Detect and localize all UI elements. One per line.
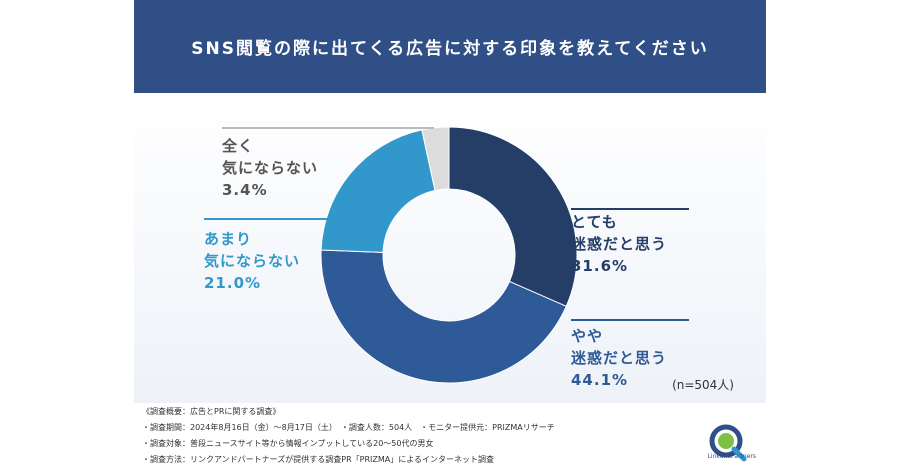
logo-text: LinkandPartners bbox=[707, 453, 756, 460]
label-line2: 迷惑だと思う bbox=[571, 235, 668, 253]
chart-area: とても 迷惑だと思う 31.6% やや 迷惑だと思う 44.1% あまり 気にな… bbox=[134, 93, 766, 403]
slice-not-really-bothered bbox=[320, 129, 436, 253]
label-line2: 気にならない bbox=[204, 252, 301, 270]
label-somewhat-annoying: やや 迷惑だと思う 44.1% bbox=[571, 325, 667, 391]
header-banner: SNS閲覧の際に出てくる広告に対する印象を教えてください bbox=[134, 0, 766, 93]
label-line1: 全く bbox=[222, 137, 255, 155]
label-not-really-bothered: あまり 気にならない 21.0% bbox=[204, 228, 300, 294]
survey-method: ・調査方法：リンクアンドパートナーズが提供する調査PR「PRIZMA」によるイン… bbox=[142, 455, 495, 464]
survey-summary-title: 《調査概要：広告とPRに関する調査》 bbox=[142, 407, 281, 416]
label-line1: とても bbox=[571, 213, 618, 231]
label-line2: 気にならない bbox=[222, 159, 319, 177]
donut-chart bbox=[204, 126, 689, 384]
chart-title: SNS閲覧の際に出てくる広告に対する印象を教えてください bbox=[191, 39, 709, 59]
survey-target: ・調査対象：普段ニュースサイト等から情報インプットしている20〜50代の男女 bbox=[142, 439, 434, 448]
label-not-bothered-at-all: 全く 気にならない 3.4% bbox=[222, 135, 318, 201]
label-pct: 3.4% bbox=[222, 181, 268, 199]
survey-period: ・調査期間：2024年8月16日（金）〜8月17日（土） ・調査人数：504人 … bbox=[142, 423, 555, 432]
survey-footer: 《調査概要：広告とPRに関する調査》 ・調査期間：2024年8月16日（金）〜8… bbox=[134, 403, 766, 473]
label-very-annoying: とても 迷惑だと思う 31.6% bbox=[571, 211, 667, 277]
infographic-card: SNS閲覧の際に出てくる広告に対する印象を教えてください とても 迷惑だと思う … bbox=[134, 0, 766, 473]
slice-very-annoying bbox=[448, 126, 578, 307]
sample-size-note: (n=504人) bbox=[672, 378, 734, 392]
label-line2: 迷惑だと思う bbox=[571, 349, 668, 367]
label-line1: あまり bbox=[204, 230, 253, 248]
label-line1: やや bbox=[571, 327, 604, 345]
label-pct: 31.6% bbox=[571, 257, 629, 275]
company-logo bbox=[709, 424, 747, 462]
label-pct: 21.0% bbox=[204, 274, 262, 292]
slice-somewhat-annoying bbox=[320, 249, 567, 384]
label-pct: 44.1% bbox=[571, 371, 629, 389]
